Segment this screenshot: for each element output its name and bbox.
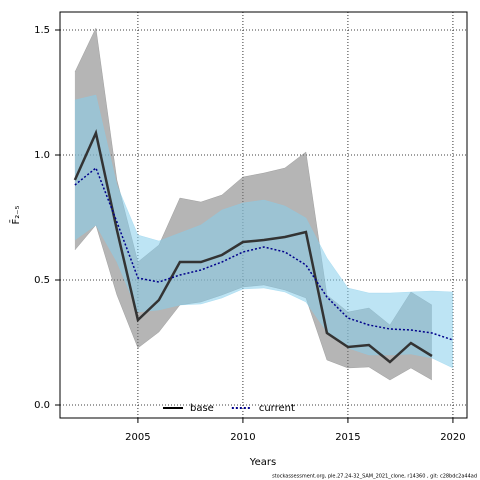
x-tick-label: 2005 xyxy=(125,432,150,443)
footnote: stockassessment.org, ple.27.24-32_SAM_20… xyxy=(272,474,477,480)
x-tick-label: 2015 xyxy=(335,432,360,443)
x-axis-title: Years xyxy=(249,457,276,468)
series-line xyxy=(73,129,433,364)
legend-label: current xyxy=(259,403,295,414)
y-tick-label: 0.5 xyxy=(34,275,50,286)
y-tick-label: 1.0 xyxy=(34,150,50,161)
plot-frame xyxy=(59,11,468,419)
y-tick-label: 1.5 xyxy=(34,25,50,36)
y-axis-title: F̄₂₋₅ xyxy=(9,205,22,224)
confidence-band xyxy=(74,95,453,368)
x-tick-label: 2010 xyxy=(230,432,255,443)
band-lower xyxy=(74,224,454,369)
band-upper xyxy=(74,94,453,294)
series-line xyxy=(74,166,454,341)
legend-label: base xyxy=(190,403,214,414)
x-tick-label: 2020 xyxy=(440,432,465,443)
y-tick-label: 0.0 xyxy=(34,400,50,411)
